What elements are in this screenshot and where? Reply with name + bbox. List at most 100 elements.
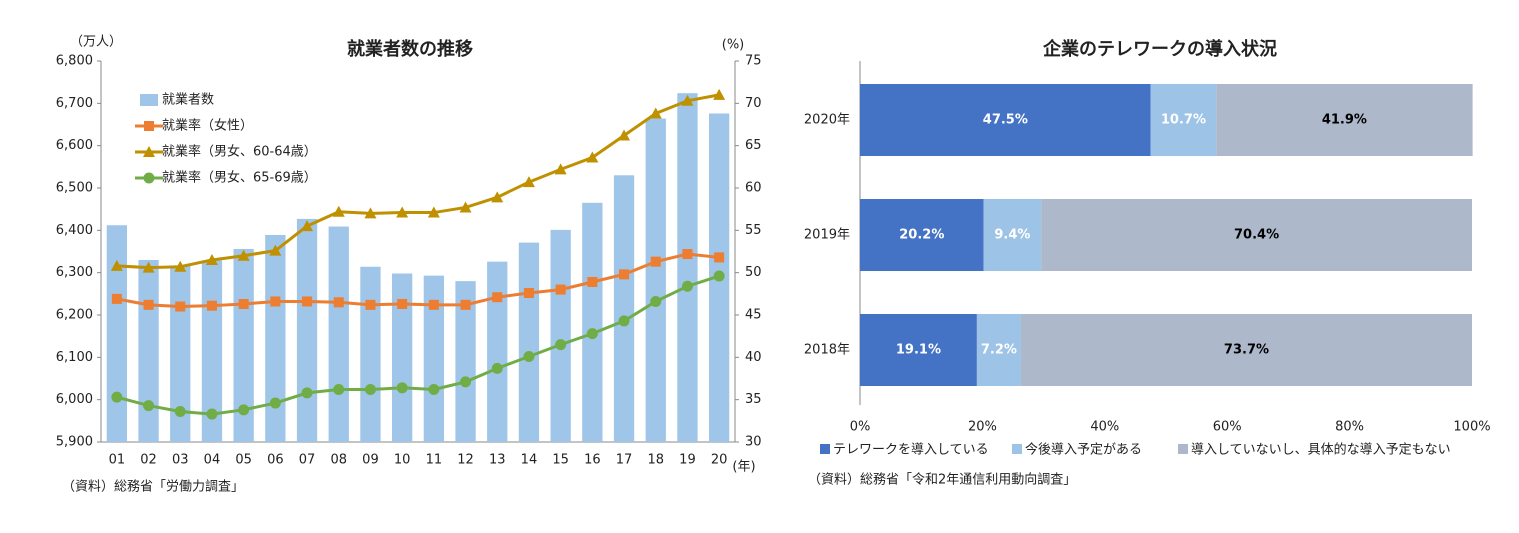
y-tick-label: 6,100: [56, 350, 93, 365]
marker: [175, 301, 186, 312]
bar: [106, 225, 127, 442]
line: [116, 93, 720, 270]
marker: [460, 299, 471, 310]
bar: [423, 275, 444, 442]
x-tick-label: 0%: [850, 420, 871, 435]
bar-segment: [1041, 199, 1472, 271]
bar: [455, 281, 476, 442]
marker: [269, 244, 282, 256]
bar: [645, 118, 666, 442]
legend-swatch: [1178, 444, 1188, 454]
x-tick-label: 100%: [1453, 420, 1490, 435]
y2-tick-label: 30: [745, 435, 762, 450]
bar: [138, 259, 159, 442]
y-tick-label: 5,900: [56, 435, 93, 450]
legend-swatch: [140, 94, 158, 106]
data-label: 73.7%: [1224, 343, 1269, 358]
x-tick-label: 15: [552, 453, 569, 468]
bar: [677, 93, 698, 442]
legend-swatch: [144, 121, 154, 131]
marker: [205, 253, 218, 265]
y-tick-label: 2018年: [804, 343, 850, 358]
note: （資料）総務省「労働力調査」: [62, 480, 244, 495]
marker: [714, 252, 725, 263]
marker: [586, 328, 598, 340]
legend-label: 就業率（男女、65-69歳）: [162, 170, 317, 186]
y-tick-label: 6,500: [56, 181, 93, 196]
marker: [713, 88, 726, 100]
marker: [333, 297, 344, 308]
marker: [713, 270, 725, 282]
marker: [111, 293, 122, 304]
marker: [396, 382, 408, 394]
chart-title: 就業者数の推移: [347, 38, 473, 60]
x-tick-label: 20%: [968, 420, 997, 435]
y2-tick-label: 70: [745, 96, 762, 111]
legend-label: 今後導入予定がある: [1025, 442, 1142, 458]
legend-swatch: [143, 146, 155, 157]
marker: [681, 280, 693, 292]
x-tick-label: 02: [140, 453, 157, 468]
data-label: 47.5%: [983, 113, 1028, 128]
x-tick-label: 13: [489, 453, 506, 468]
bar: [518, 242, 540, 442]
x-tick-label: 08: [330, 453, 347, 468]
marker: [301, 220, 314, 232]
marker: [396, 206, 409, 218]
marker: [491, 362, 503, 374]
x-axis-label: (年): [732, 460, 755, 475]
marker: [522, 176, 535, 188]
y-tick-label: 2019年: [804, 228, 850, 243]
marker: [649, 107, 662, 119]
marker: [332, 205, 345, 217]
marker: [364, 384, 376, 396]
x-tick-label: 03: [172, 453, 189, 468]
marker: [174, 260, 187, 272]
x-tick-label: 20: [711, 453, 728, 468]
marker: [586, 151, 599, 163]
y2-tick-label: 45: [745, 308, 762, 323]
y-tick-label: 6,800: [56, 54, 93, 69]
y-axis-label: （万人）: [70, 35, 122, 50]
marker: [302, 296, 313, 307]
marker: [110, 259, 123, 271]
legend-swatch: [1012, 444, 1022, 454]
marker: [269, 397, 281, 409]
marker: [270, 296, 281, 307]
x-tick-label: 80%: [1335, 420, 1364, 435]
data-label: 10.7%: [1161, 113, 1206, 128]
y-tick-label: 6,700: [56, 96, 93, 111]
marker: [587, 276, 598, 287]
y2-tick-label: 65: [745, 138, 762, 153]
marker: [365, 299, 376, 310]
marker: [142, 261, 155, 273]
data-label: 20.2%: [899, 228, 944, 243]
y2-tick-label: 75: [745, 54, 762, 69]
x-tick-label: 60%: [1213, 420, 1242, 435]
x-tick-label: 05: [235, 453, 252, 468]
marker: [143, 299, 154, 310]
marker: [427, 206, 440, 218]
legend-label: 就業率（男女、60-64歳）: [162, 144, 317, 160]
marker: [428, 384, 440, 396]
x-tick-label: 04: [204, 453, 221, 468]
marker: [523, 287, 534, 298]
data-label: 70.4%: [1234, 228, 1279, 243]
bar: [392, 273, 413, 442]
x-tick-label: 06: [267, 453, 284, 468]
bar: [487, 261, 508, 442]
bar-segment: [983, 199, 1042, 271]
y-tick-label: 6,000: [56, 392, 93, 407]
bar: [296, 218, 318, 442]
bar-segment: [1150, 84, 1217, 156]
bar: [613, 175, 635, 443]
x-tick-label: 11: [426, 453, 443, 468]
marker: [682, 249, 693, 260]
legend-label: 導入していないし、具体的な導入予定もない: [1191, 442, 1451, 458]
marker: [206, 300, 217, 311]
marker: [554, 163, 567, 175]
marker: [460, 376, 472, 388]
y2-tick-label: 55: [745, 223, 762, 238]
legend-label: テレワークを導入している: [833, 443, 989, 458]
